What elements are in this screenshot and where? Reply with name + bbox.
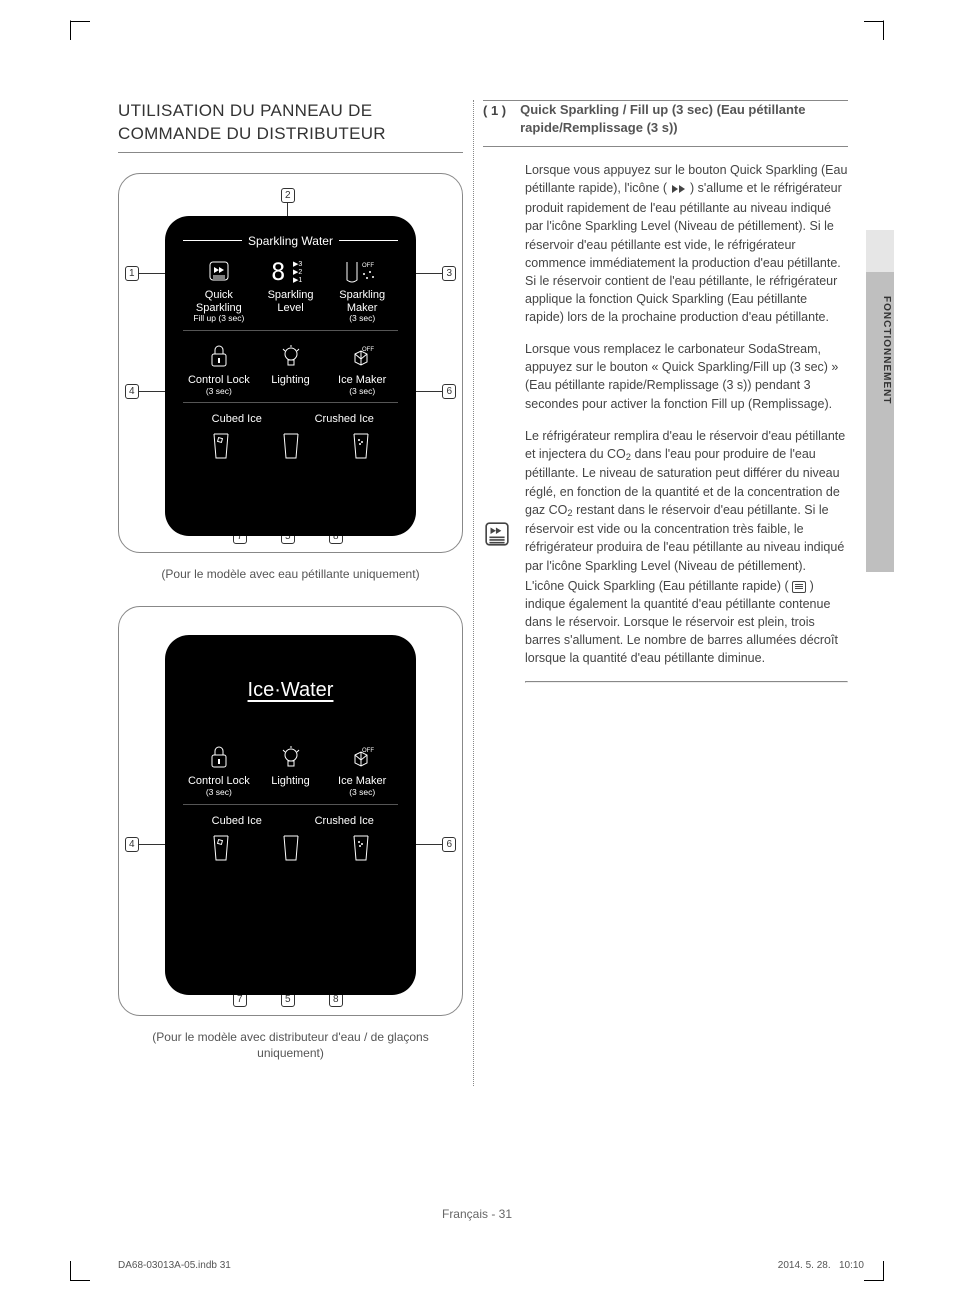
print-footer: DA68-03013A-05.indb 31 2014. 5. 28. 10:1… — [118, 1260, 864, 1271]
p2-crushed-ice-glass-icon — [346, 834, 376, 876]
side-tab-bg — [866, 230, 894, 272]
column-divider — [473, 100, 474, 1086]
lock-icon — [183, 341, 255, 371]
ice-maker-button[interactable]: OFF Ice Maker (3 sec) — [326, 341, 398, 396]
crushed-ice-glass-icon — [346, 432, 376, 474]
panel2-caption: (Pour le modèle avec distributeur d'eau … — [118, 1030, 463, 1061]
fast-forward-icon — [671, 181, 687, 199]
svg-text:▶3: ▶3 — [293, 261, 302, 268]
callout-6: 6 — [442, 384, 456, 399]
p2-lighting-button[interactable]: Lighting — [255, 742, 327, 797]
page-footer: Français - 31 — [0, 1207, 954, 1221]
cubed-ice-button[interactable]: Cubed Ice — [183, 413, 291, 426]
sparkling-maker-button[interactable]: OFF Sparkling Maker (3 sec) — [326, 256, 398, 324]
crushed-ice-button[interactable]: Crushed Ice — [291, 413, 399, 426]
p2-cubed-ice-glass-icon — [206, 834, 236, 876]
print-date: 2014. 5. 28. — [778, 1260, 831, 1271]
sparkling-maker-icon: OFF — [326, 256, 398, 286]
print-time: 10:10 — [839, 1260, 864, 1271]
p2-callout-6: 6 — [442, 837, 456, 852]
panel1-frame: 1 2 3 4 6 7 5 8 Sparkling Water — [118, 173, 463, 553]
item-body-text: Lorsque vous appuyez sur le bouton Quick… — [525, 161, 848, 683]
p2-callout-4: 4 — [125, 837, 139, 852]
bulb-icon — [255, 341, 327, 371]
ice-water-title: Ice·Water — [183, 679, 398, 702]
section-rule — [118, 152, 463, 153]
lighting-button[interactable]: Lighting — [255, 341, 327, 396]
sparkling-level-button[interactable]: 8▶3▶2▶1 Sparkling Level — [255, 256, 327, 324]
bulb-icon — [255, 742, 327, 772]
svg-text:▶1: ▶1 — [293, 277, 302, 284]
panel1-caption: (Pour le modèle avec eau pétillante uniq… — [118, 567, 463, 583]
callout-4: 4 — [125, 384, 139, 399]
p2-control-lock-button[interactable]: Control Lock (3 sec) — [183, 742, 255, 797]
p2-ice-maker-button[interactable]: OFF Ice Maker (3 sec) — [326, 742, 398, 797]
ice-maker-icon: OFF — [326, 341, 398, 371]
quick-sparkling-body-icon — [484, 521, 510, 547]
quick-sparkling-button[interactable]: Quick Sparkling Fill up (3 sec) — [183, 256, 255, 324]
level-bars-icon — [792, 581, 806, 593]
svg-text:OFF: OFF — [362, 263, 374, 269]
sparkling-level-icon: 8 ▶3▶2▶1 — [255, 256, 327, 286]
callout-1: 1 — [125, 266, 139, 281]
svg-text:8: 8 — [271, 258, 285, 284]
water-glass-icon — [281, 432, 301, 474]
lock-icon — [183, 742, 255, 772]
item-number: ( 1 ) — [483, 103, 506, 136]
cubed-ice-glass-icon — [206, 432, 236, 474]
sparkling-water-header: Sparkling Water — [183, 234, 398, 248]
section-title: UTILISATION DU PANNEAU DE COMMANDE DU DI… — [118, 100, 463, 146]
svg-text:▶2: ▶2 — [293, 269, 302, 276]
callout-2: 2 — [281, 188, 295, 203]
print-file: DA68-03013A-05.indb 31 — [118, 1260, 231, 1271]
control-lock-button[interactable]: Control Lock (3 sec) — [183, 341, 255, 396]
item-title: Quick Sparkling / Fill up (3 sec) (Eau p… — [520, 101, 848, 136]
side-tab-label: FONCTIONNEMENT — [881, 296, 892, 404]
p2-water-glass-icon — [281, 834, 301, 876]
ice-maker-icon: OFF — [326, 742, 398, 772]
quick-sparkling-icon — [207, 259, 231, 283]
p2-cubed-ice-button[interactable]: Cubed Ice — [183, 815, 291, 828]
p2-crushed-ice-button[interactable]: Crushed Ice — [291, 815, 399, 828]
callout-3: 3 — [442, 266, 456, 281]
panel2-frame: 4 6 7 5 8 Ice·Water Control Lock (3 sec) — [118, 606, 463, 1016]
